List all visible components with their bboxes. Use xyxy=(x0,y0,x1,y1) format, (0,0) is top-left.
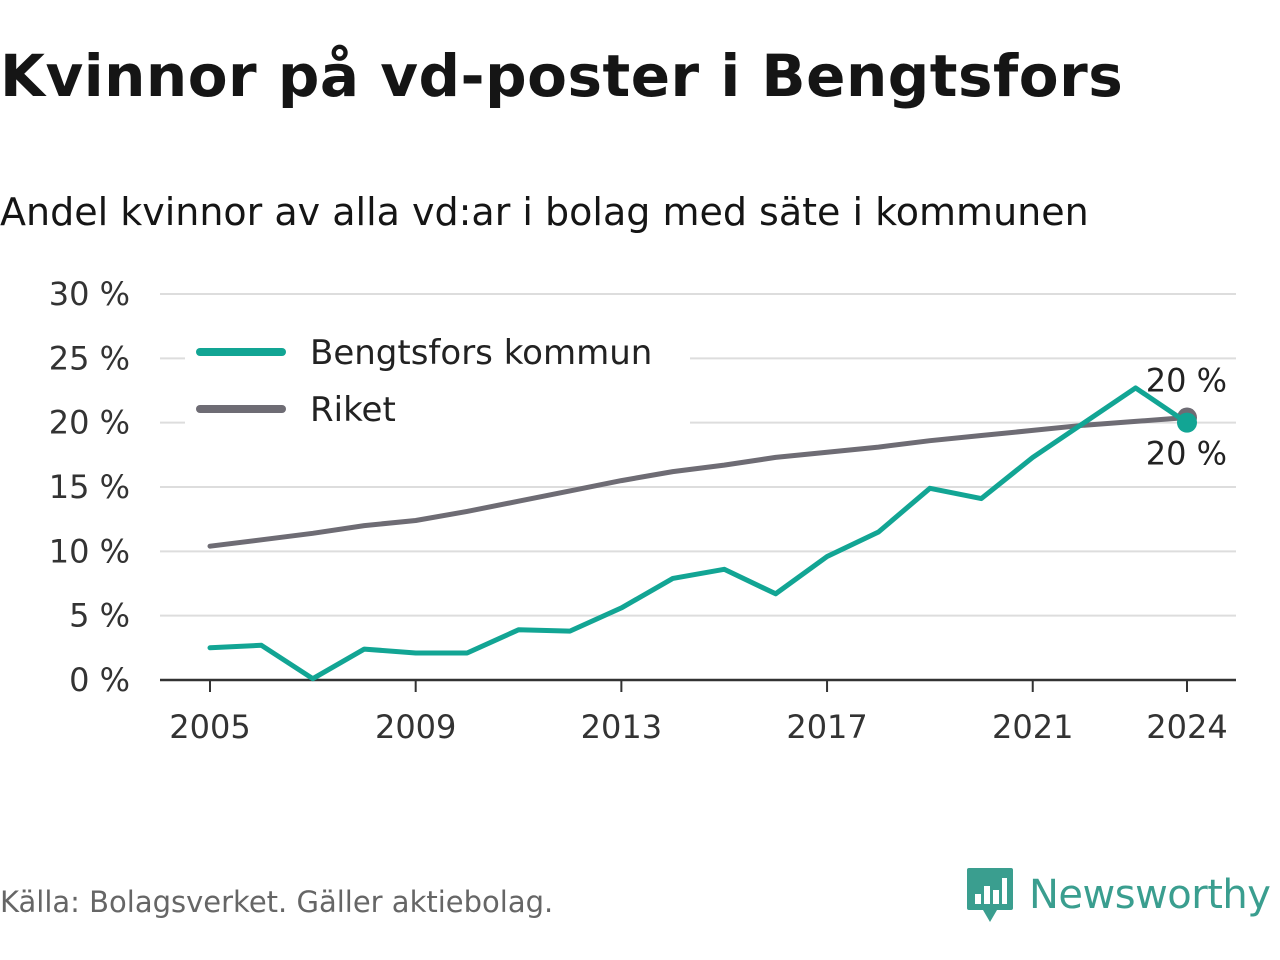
legend-label: Riket xyxy=(310,390,396,430)
y-tick-label: 0 % xyxy=(69,661,130,699)
gridlines: 0 % 5 % 10 % 15 % 20 % 25 % 30 % xyxy=(49,275,1236,699)
y-tick-label: 10 % xyxy=(49,532,130,570)
x-tick-label: 2005 xyxy=(169,708,250,746)
end-label-bengtsfors: 20 % xyxy=(1146,435,1227,473)
x-tick-label: 2009 xyxy=(375,708,456,746)
y-tick-label: 30 % xyxy=(49,275,130,313)
x-tick-label: 2021 xyxy=(992,708,1073,746)
y-tick-label: 15 % xyxy=(49,468,130,506)
legend: Bengtsfors kommun Riket xyxy=(185,322,690,434)
brand-name: Newsworthy xyxy=(1029,872,1271,918)
y-tick-label: 25 % xyxy=(49,339,130,377)
y-tick-label: 5 % xyxy=(69,597,130,635)
end-label-riket: 20 % xyxy=(1146,362,1227,400)
chart-subtitle: Andel kvinnor av alla vd:ar i bolag med … xyxy=(0,190,1089,234)
brand-logo: Newsworthy xyxy=(965,866,1271,924)
chart-title: Kvinnor på vd-poster i Bengtsfors xyxy=(0,42,1124,110)
series-line-bengtsfors xyxy=(207,385,1190,682)
legend-label: Bengtsfors kommun xyxy=(310,333,652,373)
legend-background xyxy=(185,322,690,434)
source-note: Källa: Bolagsverket. Gäller aktiebolag. xyxy=(0,885,554,919)
series-end-point xyxy=(1177,412,1197,433)
series-line-riket xyxy=(207,415,1190,549)
line-chart: 0 %5 %10 %15 %20 %25 %30 % 2005 2009 2013 2… xyxy=(49,275,1236,746)
x-tick-label: 2017 xyxy=(786,708,867,746)
y-tick-label: 20 % xyxy=(49,404,130,442)
x-tick-label: 2013 xyxy=(581,708,662,746)
x-axis: 2005 2009 2013 2017 2021 2024 xyxy=(160,678,1236,746)
end-labels: 20 % 20 % xyxy=(1146,362,1227,473)
series-lines xyxy=(207,385,1197,682)
newsworthy-logo-icon xyxy=(967,868,1013,922)
x-tick-label: 2024 xyxy=(1146,708,1227,746)
